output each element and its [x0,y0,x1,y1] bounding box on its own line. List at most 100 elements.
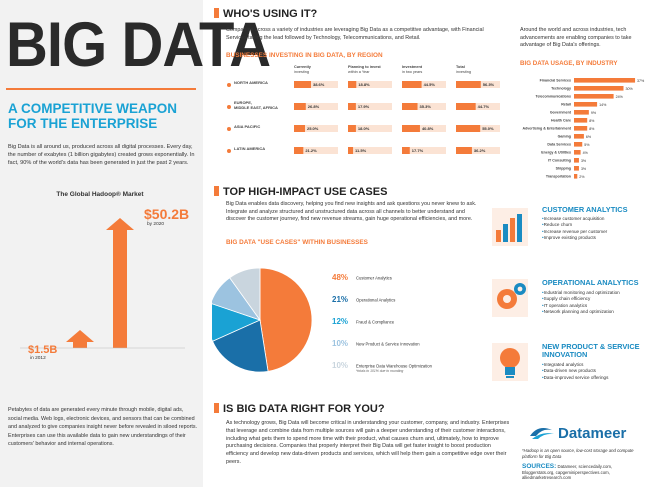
feature-title: OPERATIONAL ANALYTICS [542,278,639,287]
industry-usage-chart: Financial Services 37% Technology 30% Teleco… [522,78,645,179]
industry-label: Technology [551,87,571,91]
pie-category-label: Customer Analytics [356,276,392,281]
pie-category-label: New Product & Service Innovation [356,342,420,347]
pie-footnote: *totals to 101% due to rounding [356,369,403,373]
industry-bar [574,174,578,179]
industry-value-label: 30% [626,87,634,91]
industry-value-label: 9% [591,111,597,115]
industry-bar [574,102,598,107]
region-value-label: 55.0% [482,126,494,131]
section-bar-icon [214,403,219,413]
region-column-header: in two years [402,70,422,74]
hadoop-2012-note: in 2012 [30,356,46,361]
region-bar-track [348,125,392,132]
region-value-label: 56.3% [483,82,495,87]
intro-paragraph: Big Data is all around us, produced acro… [8,144,195,167]
region-bar-track [294,147,338,154]
region-bar [294,81,311,88]
industry-label: Financial Services [540,79,571,83]
industry-label: Health Care [551,119,571,123]
industry-value-label: 3% [581,159,587,163]
industry-bar [574,86,624,91]
subtitle-line-2: FOR THE ENTERPRISE [8,116,158,131]
region-bar-track [348,81,392,88]
hadoop-footnote: *Hadoop is an open source, low-cost stor… [522,448,634,459]
region-bar [402,125,420,132]
pie-slice [259,267,313,372]
region-value-label: 17.7% [412,148,424,153]
feature-operational-analytics: OPERATIONAL ANALYTICS Industrial monitor… [490,277,640,327]
region-value-label: 25.0% [307,126,319,131]
industry-bar [574,110,589,115]
pie-slice [212,303,262,342]
right-for-you-title: IS BIG DATA RIGHT FOR YOU? [214,403,385,415]
region-value-label: 18.8% [358,82,370,87]
list-item: Data-improved service offerings [542,375,640,381]
right-for-you-text: As technology grows, Big Data will becom… [226,420,510,465]
pie-slice [229,267,261,322]
region-chart-title: BUSINESSES INVESTING IN BIG DATA, BY REG… [226,52,383,59]
region-bar-track [456,103,500,110]
industry-bar [574,118,588,123]
industry-value-label: 8% [589,127,595,131]
left-bottom-paragraph: Petabytes of data are generated every mi… [8,407,198,448]
industry-label: Energy & Utilities [541,151,571,155]
left-column [0,0,203,487]
list-item: Improve existing products [542,235,640,241]
industry-bar [574,94,614,99]
pie-slice [212,319,269,373]
page-title: BIG DATA [6,10,271,80]
whos-using-text: Companies across a variety of industries… [226,27,484,41]
region-column-header: investing [456,70,471,74]
region-bar [348,103,356,110]
region-bar [294,103,306,110]
use-cases-title: TOP HIGH-IMPACT USE CASES [214,186,387,198]
list-item: Data-driven new products [542,368,640,374]
region-value-label: 40.8% [422,126,434,131]
list-item: IT operation analytics [542,303,640,309]
region-bar [402,103,418,110]
usage-chart-title: BIG DATA USAGE, BY INDUSTRY [520,60,618,67]
feature-list: Integrated analytics Data-driven new pro… [542,362,640,381]
region-bar [456,147,472,154]
industry-bar [574,166,579,171]
list-item: Network planning and optimization [542,309,640,315]
industry-bar [574,142,583,147]
logo-text: Datameer [558,425,627,442]
pie-value-label: 48% [332,273,348,282]
list-item: Industrial monitoring and optimization [542,290,640,296]
region-label: ASIA PACIFIC [234,124,260,129]
pie-value-label: 21% [332,295,348,304]
subtitle-line-1: A COMPETITIVE WEAPON [8,101,178,116]
region-column-header: Investment [402,65,423,69]
industry-value-label: 37% [637,79,645,83]
pie-category-label: Operational Analytics [356,298,395,303]
industry-label: Retail [561,103,571,107]
whos-using-title-text: WHO'S USING IT? [223,8,318,20]
industry-label: Transportation [546,175,571,179]
list-item: Increase customer acquisition [542,216,640,222]
industry-bar [574,150,581,155]
page-subtitle: A COMPETITIVE WEAPON FOR THE ENTERPRISE [8,101,200,131]
region-value-label: 26.8% [308,104,320,109]
region-column-header: Currently [294,65,312,69]
usage-intro-text: Around the world and across industries, … [520,27,632,49]
industry-value-label: 6% [586,135,592,139]
region-bar-track [402,81,446,88]
industry-value-label: 24% [616,95,624,99]
industry-value-label: 3% [581,167,587,171]
region-marker [227,127,231,131]
industry-bar [574,158,579,163]
pie-value-label: 12% [332,317,348,326]
industry-label: Data Services [547,143,571,147]
region-bar [456,81,481,88]
sources-label: SOURCES: [522,463,557,470]
region-bar-track [294,81,338,88]
industry-label: Gaming [558,135,571,139]
region-bar-track [294,103,338,110]
gear-icon [492,279,528,317]
industry-bar [574,134,584,139]
hadoop-arrowhead-2012 [66,330,94,342]
hadoop-market-chart [20,218,185,349]
